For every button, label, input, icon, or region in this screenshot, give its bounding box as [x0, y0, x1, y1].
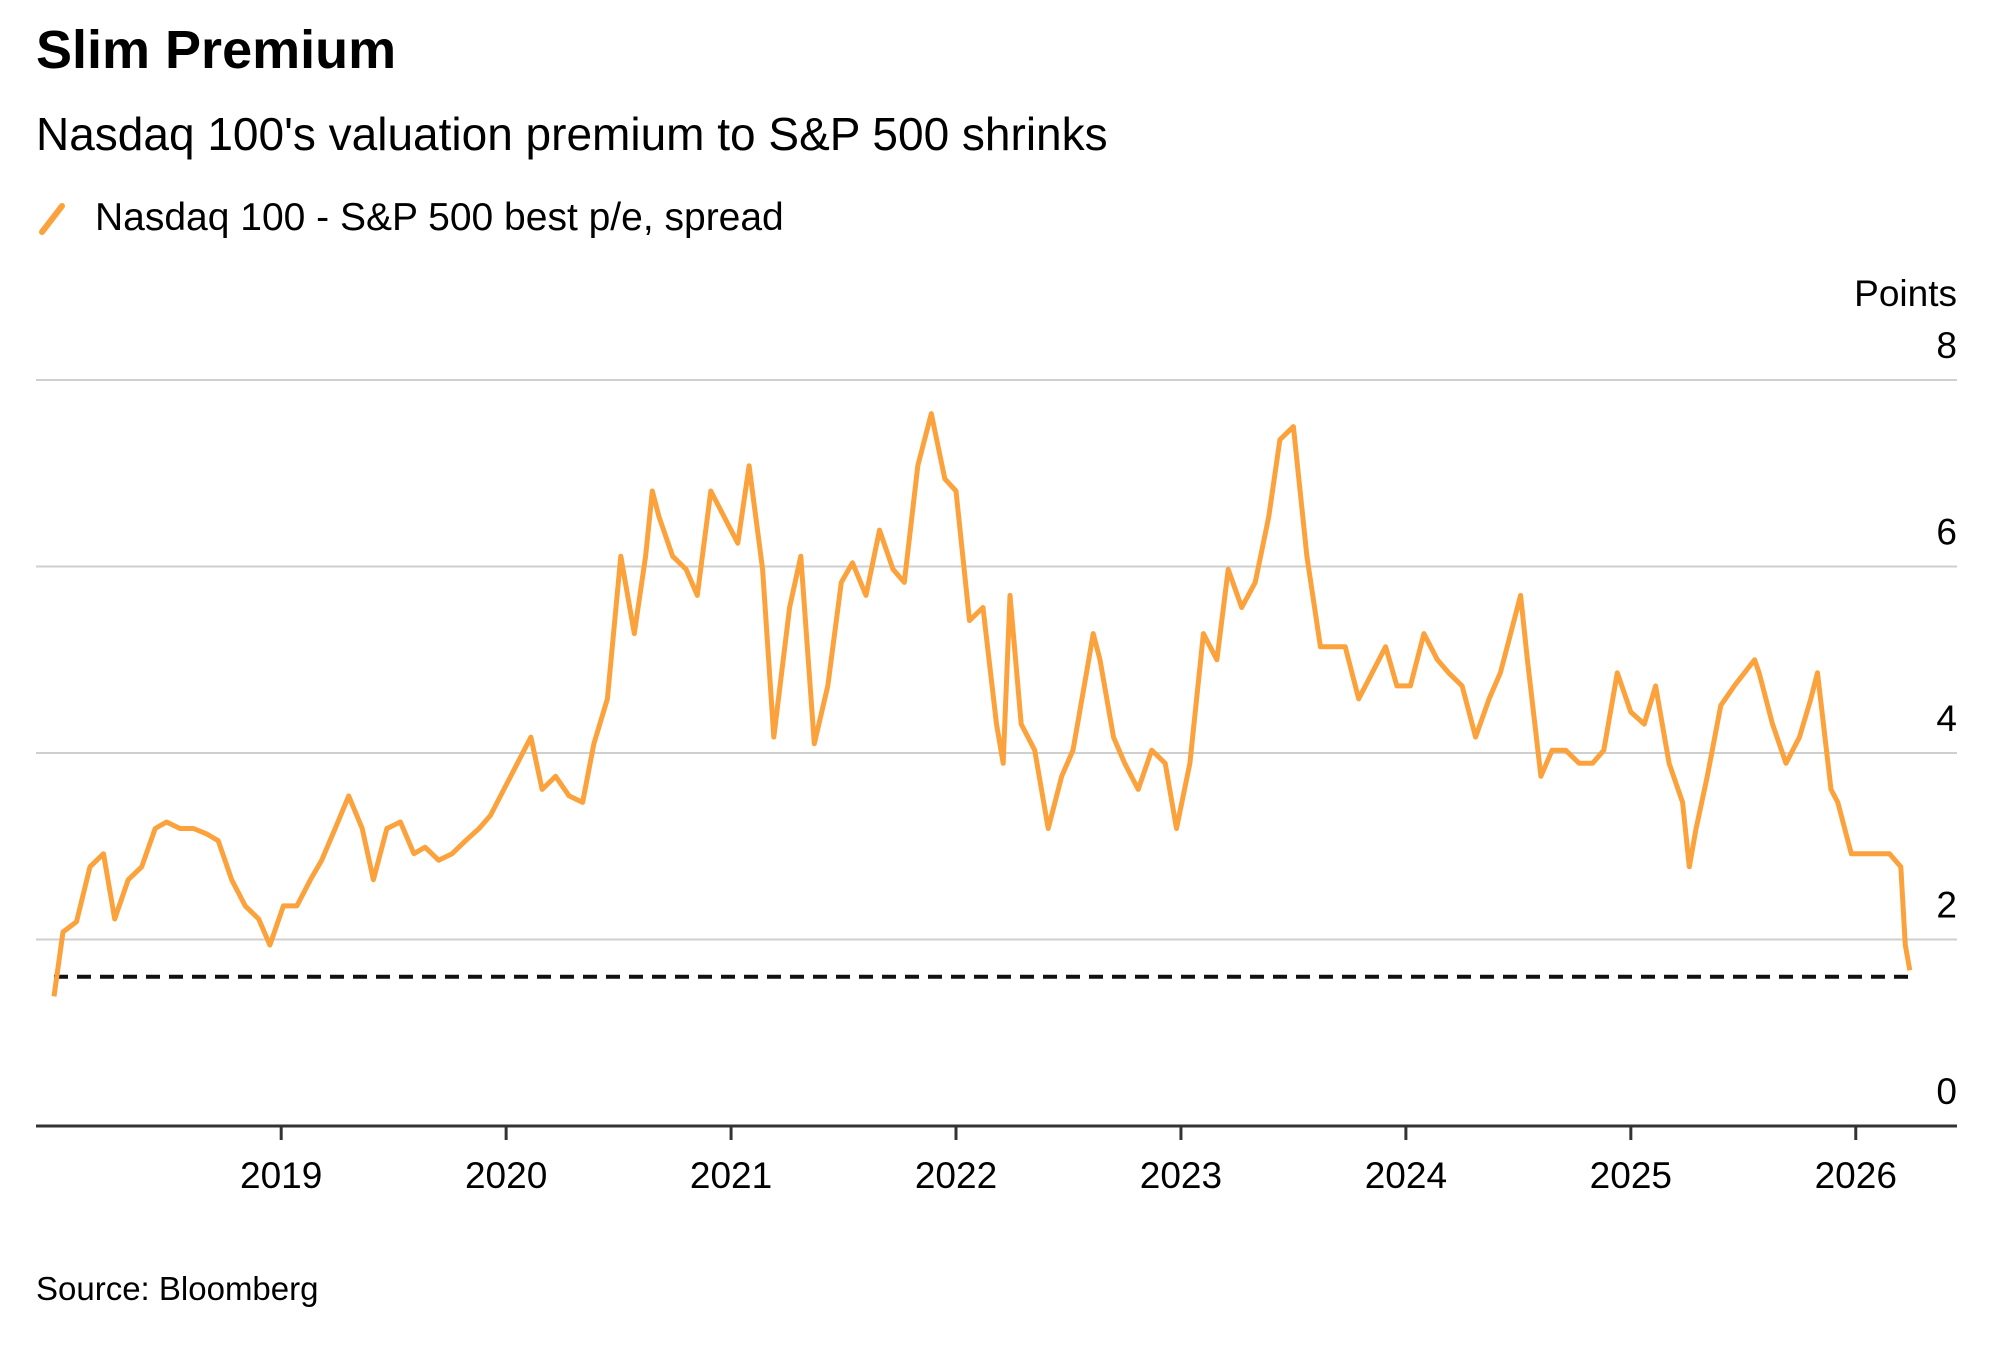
x-tick-label: 2021 [690, 1155, 772, 1196]
chart-title: Slim Premium [36, 20, 396, 80]
x-tick-label: 2023 [1140, 1155, 1222, 1196]
x-tick-label: 2022 [915, 1155, 997, 1196]
chart-subtitle: Nasdaq 100's valuation premium to S&P 50… [36, 108, 1108, 160]
y-tick-label: 8 [1936, 325, 1957, 366]
legend-swatch [39, 203, 65, 235]
data-line [51, 411, 1913, 997]
x-tick-label: 2025 [1590, 1155, 1672, 1196]
y-tick-label: 0 [1936, 1071, 1957, 1112]
x-tick-label: 2019 [240, 1155, 322, 1196]
x-tick-label: 2026 [1815, 1155, 1897, 1196]
y-tick-label: 2 [1936, 885, 1957, 926]
y-axis-label: Points [1854, 273, 1957, 314]
source: Source: Bloomberg [36, 1270, 318, 1307]
y-tick-label: 4 [1936, 698, 1957, 739]
x-tick-label: 2024 [1365, 1155, 1447, 1196]
legend-label: Nasdaq 100 - S&P 500 best p/e, spread [95, 196, 784, 239]
y-tick-label: 6 [1936, 512, 1957, 553]
x-tick-label: 2020 [465, 1155, 547, 1196]
